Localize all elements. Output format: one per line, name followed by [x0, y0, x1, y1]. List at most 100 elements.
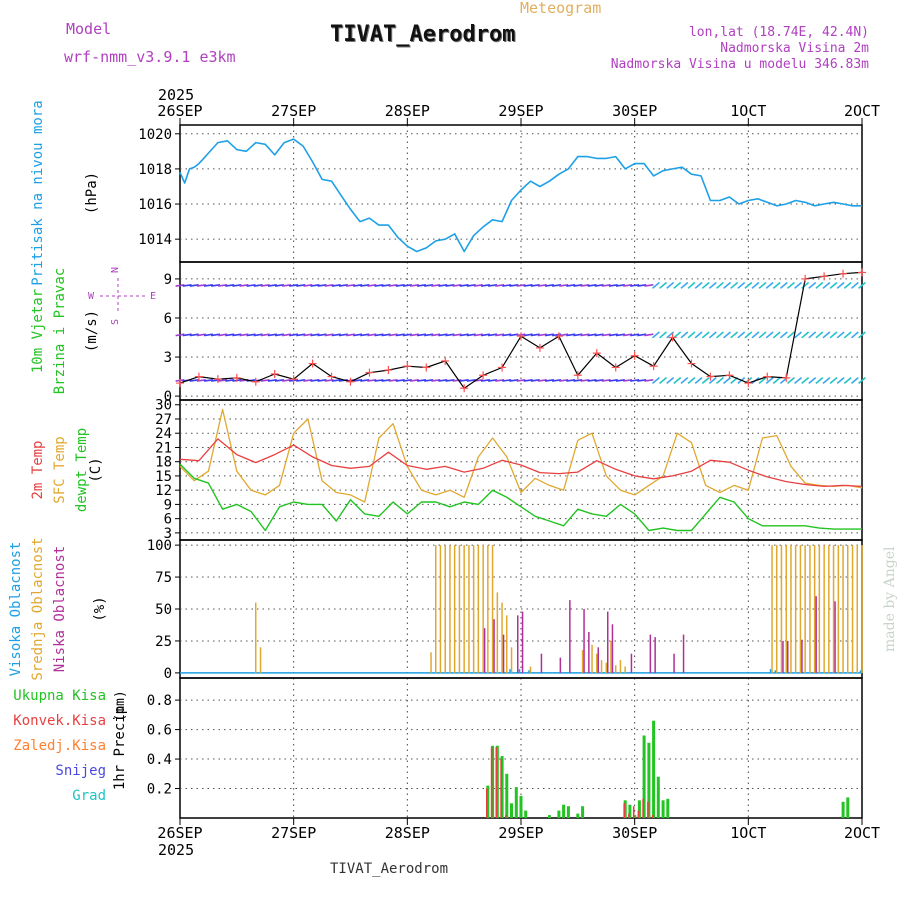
wind-barb	[310, 379, 320, 382]
wind-barb	[594, 379, 604, 382]
ytick-label-pressure: 1016	[138, 197, 172, 213]
wind-barb	[637, 379, 647, 382]
wind-barb	[730, 281, 739, 289]
wind-barb	[281, 333, 292, 337]
compass-e: E	[150, 291, 156, 302]
low-cloud-bar	[654, 637, 656, 673]
high-cloud-bar	[528, 670, 530, 673]
wind-barb	[594, 333, 604, 337]
wind-barb	[730, 331, 739, 339]
wind-barb	[708, 331, 717, 339]
wind-speed-marker	[213, 375, 222, 384]
wind-speed-marker	[687, 359, 696, 368]
wind-barb	[317, 284, 327, 287]
mid-cloud-bar	[818, 545, 821, 673]
wind-barb	[850, 281, 859, 289]
wind-barb	[281, 379, 292, 382]
wind-speed-marker	[763, 372, 772, 381]
wind-barb	[659, 281, 668, 289]
wind-barb	[388, 284, 398, 287]
footer-station: TIVAT_Aerodrom	[330, 861, 449, 877]
mid-cloud-bar	[259, 647, 262, 673]
ylabel-precip-title: 1hr Precip	[112, 706, 128, 790]
mid-cloud-bar	[851, 545, 854, 673]
wind-barb	[189, 379, 199, 382]
wind-barb	[438, 333, 448, 337]
wind-barb	[338, 284, 348, 287]
wind-barb	[715, 376, 724, 385]
wind-barb	[858, 331, 866, 339]
total-precip-bar	[637, 800, 641, 818]
wind-speed-marker	[517, 332, 525, 341]
wind-barb	[253, 333, 263, 337]
pressure-line	[179, 138, 862, 253]
ytick-label-temperature: 3	[164, 526, 172, 542]
wind-barb	[723, 281, 732, 289]
wind-barb	[850, 331, 859, 339]
wind-barb	[274, 284, 285, 287]
wind-barb	[260, 379, 270, 382]
wind-barb	[203, 333, 214, 337]
yunit-wind: (m/s)	[84, 310, 100, 352]
wind-barb	[659, 376, 668, 385]
wind-barb	[431, 333, 441, 337]
wind-barb	[601, 379, 611, 382]
total-precip-bar	[524, 810, 528, 818]
low-cloud-bar	[834, 601, 836, 673]
wind-barb	[523, 333, 533, 337]
xtick-label-bottom: 28SEP	[385, 824, 430, 842]
xtick-label-top: 29SEP	[498, 102, 543, 120]
low-cloud-bar	[801, 639, 803, 673]
wind-speed-marker	[460, 384, 469, 393]
mid-cloud-bar	[856, 545, 858, 673]
wind-barb	[509, 284, 519, 287]
ylabel-wind-2: Brzina i Pravac	[52, 268, 68, 394]
sfc-temp-line	[179, 408, 863, 503]
low-cloud-bar	[559, 657, 562, 673]
xtick-label-bottom: 1OCT	[730, 824, 766, 842]
high-cloud-bar	[769, 669, 772, 673]
mid-cloud-bar	[458, 545, 461, 673]
wind-barb	[651, 331, 660, 339]
wind-barb	[381, 284, 391, 287]
wind-speed-marker	[194, 372, 203, 381]
wind-barb	[587, 284, 597, 287]
wind-barb	[737, 281, 746, 289]
wind-barb	[622, 333, 633, 337]
wind-barb	[445, 333, 455, 337]
wind-speed-marker	[403, 362, 412, 371]
low-cloud-bar	[787, 640, 789, 673]
wind-barb	[296, 379, 306, 382]
mid-cloud-bar	[842, 545, 844, 673]
total-precip-bar	[623, 800, 627, 818]
wind-barb	[637, 333, 647, 337]
wind-barb	[487, 333, 498, 337]
wind-barb	[843, 376, 852, 385]
wind-barb	[544, 284, 555, 287]
wind-barb	[858, 376, 866, 385]
wind-barb	[495, 284, 505, 287]
wind-barb	[694, 331, 703, 339]
wind-barb	[772, 376, 781, 385]
wind-speed-marker	[744, 379, 753, 388]
convective-precip-bar	[632, 806, 635, 818]
wind-barb	[808, 331, 817, 339]
wind-barb	[850, 376, 859, 385]
convective-precip-bar	[651, 815, 654, 818]
wind-barb	[843, 281, 852, 289]
ytick-label-temperature: 9	[164, 497, 172, 513]
wind-barb	[573, 284, 583, 287]
wind-barb	[794, 281, 803, 289]
wind-barb	[601, 284, 611, 287]
wind-barb	[715, 281, 724, 289]
ytick-label-clouds: 0	[164, 666, 172, 682]
wind-barb	[836, 281, 845, 289]
xtick-label-bottom: 2OCT	[844, 824, 880, 842]
wind-barb	[210, 333, 221, 337]
wind-barb	[551, 333, 562, 337]
mid-cloud-bar	[790, 545, 792, 673]
wind-barb	[395, 379, 405, 382]
wind-speed-marker	[782, 373, 791, 382]
convective-precip-bar	[637, 810, 640, 818]
wind-barb	[424, 284, 434, 287]
